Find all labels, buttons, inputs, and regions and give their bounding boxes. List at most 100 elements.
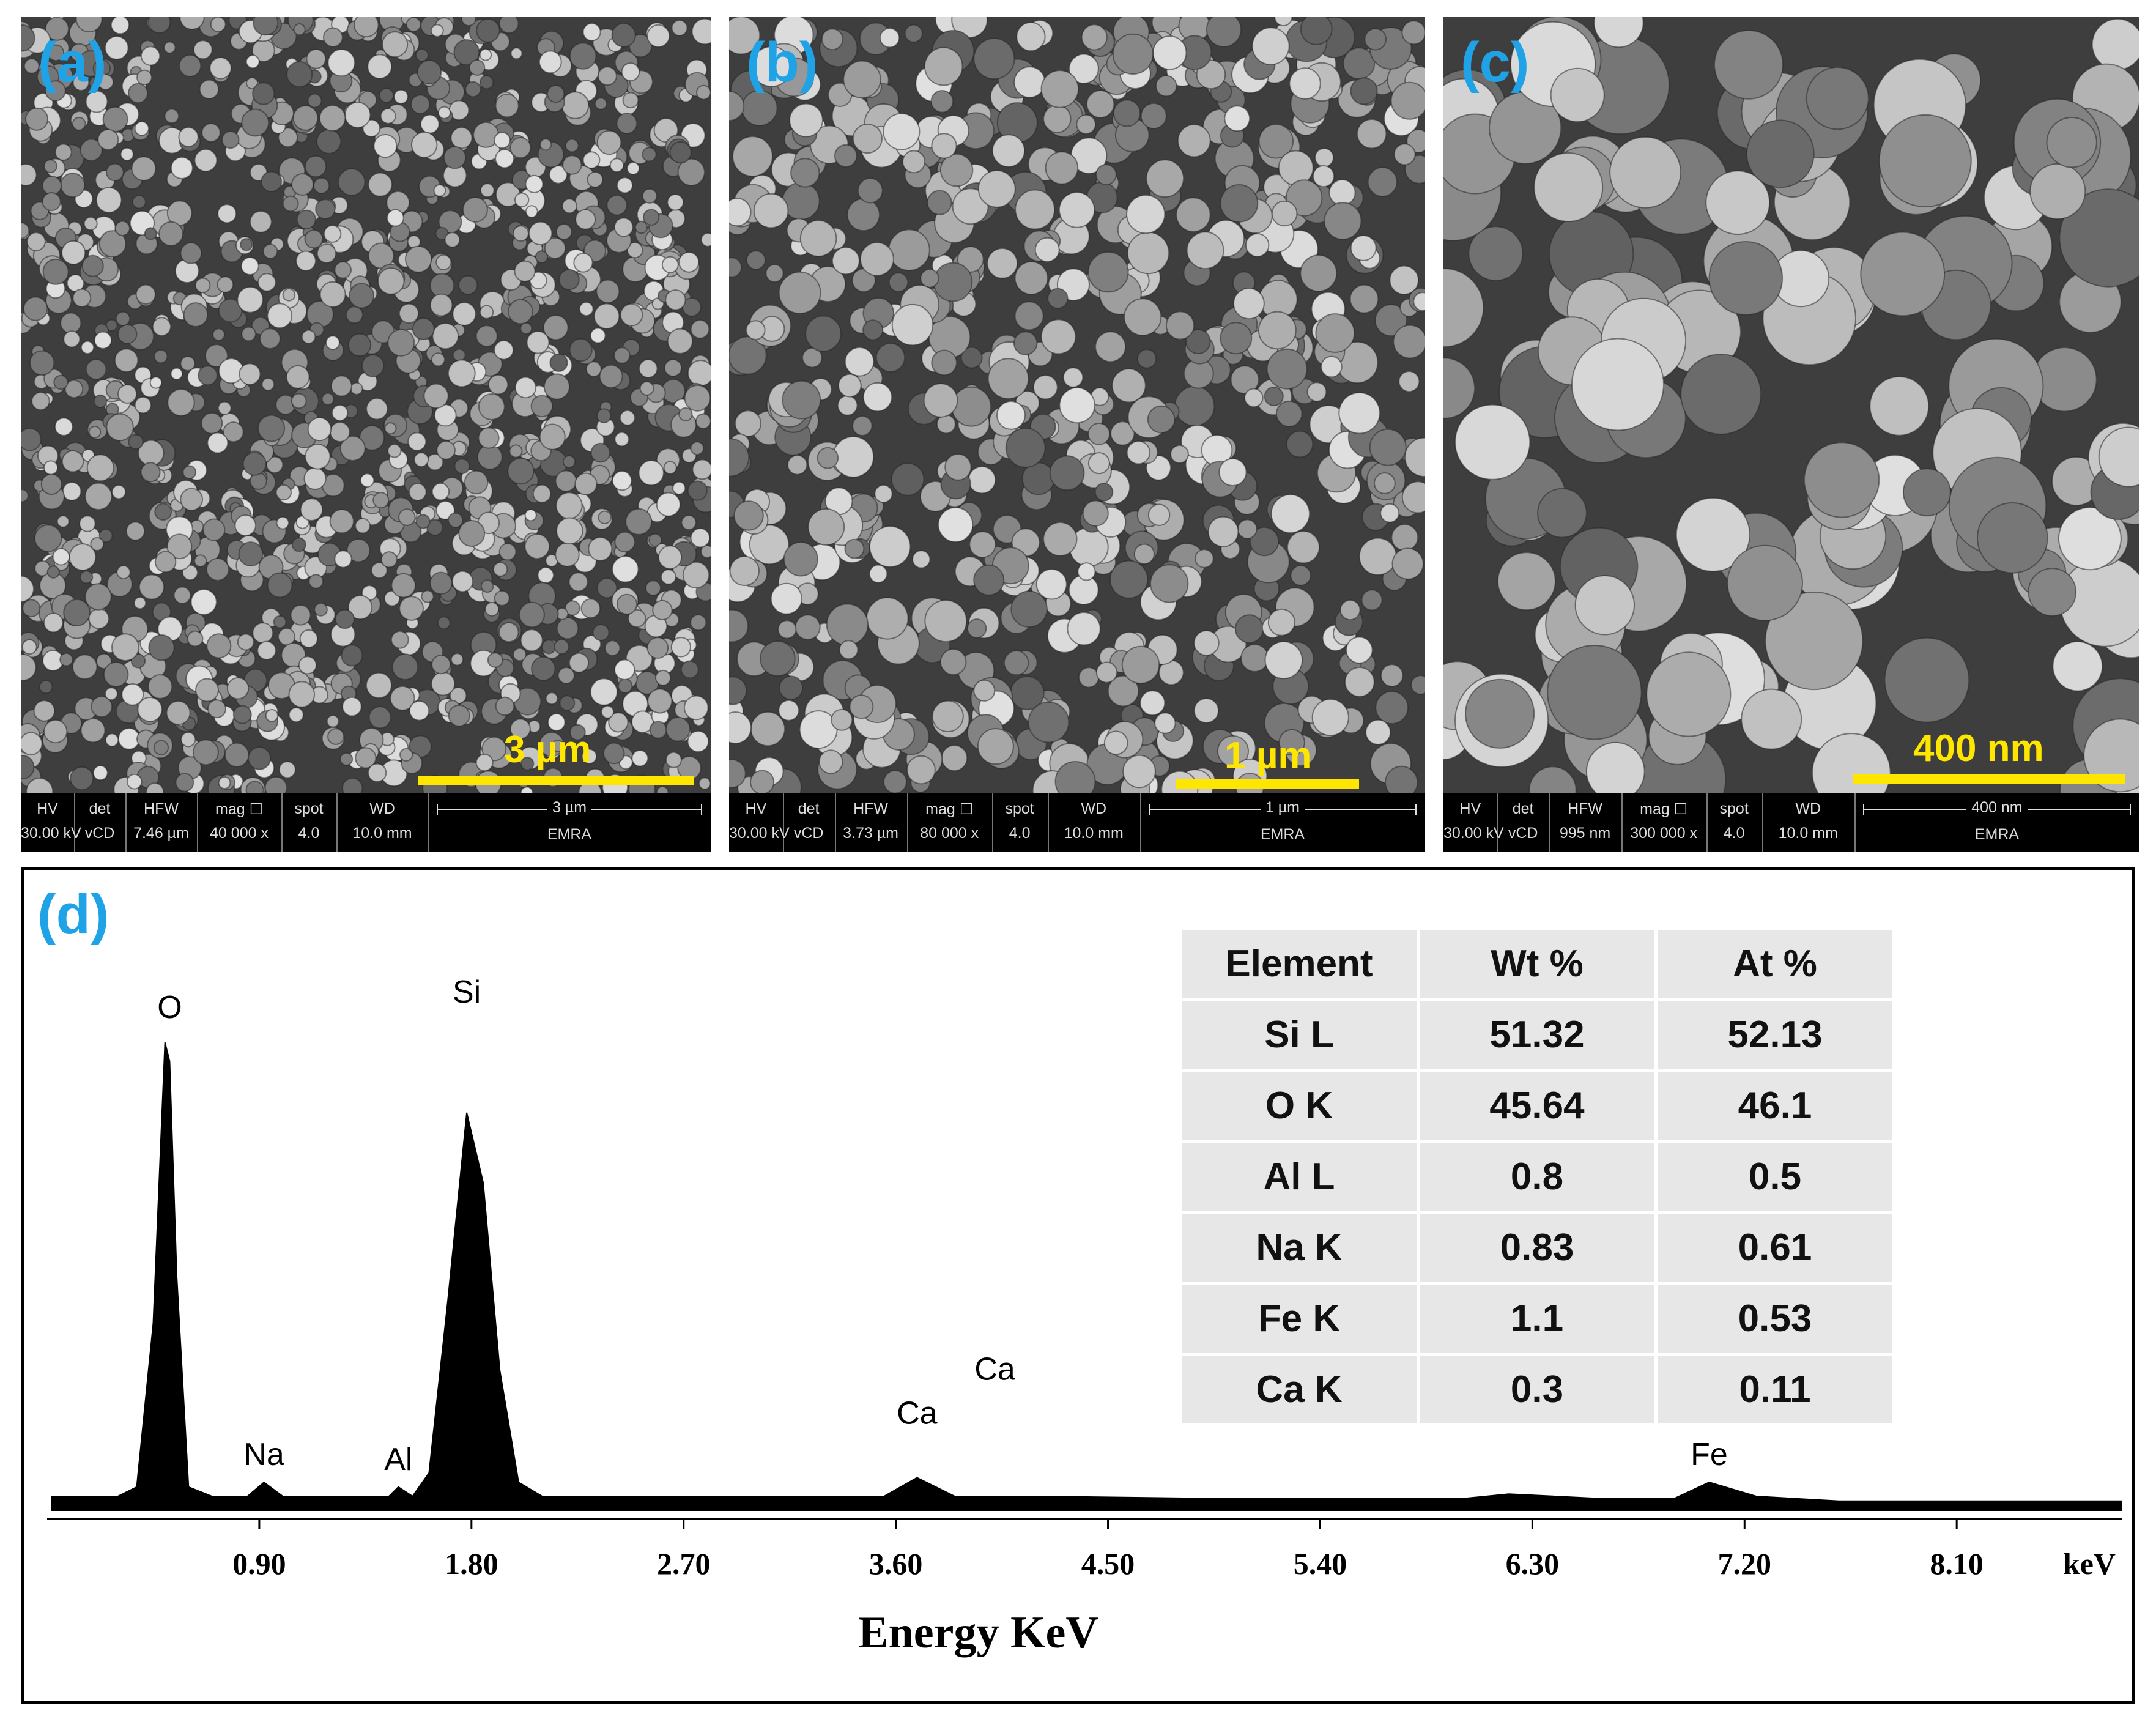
sem-panel-c: (c) 400 nm HV 30.00 kV det vCD HFW 995 nm mag … bbox=[1443, 17, 2139, 852]
databar-operator: EMRA bbox=[1260, 826, 1305, 843]
databar-field-name: WD bbox=[369, 800, 395, 817]
table-header-row: Element Wt % At % bbox=[1179, 927, 1895, 1001]
panel-label-b: (b) bbox=[746, 31, 818, 94]
databar-field-name: mag ☐ bbox=[925, 801, 974, 818]
databar-field-name: mag ☐ bbox=[1640, 801, 1688, 818]
databar-field-name: HFW bbox=[1568, 800, 1602, 817]
x-tick-label: 5.40 bbox=[1294, 1546, 1347, 1581]
x-tick-label: 0.90 bbox=[232, 1546, 286, 1581]
databar-field-value: 4.0 bbox=[1723, 825, 1745, 842]
table-cell: 0.61 bbox=[1654, 1211, 1895, 1285]
databar-field-name: WD bbox=[1795, 800, 1821, 817]
databar-field: HV 30.00 kV bbox=[729, 793, 790, 852]
databar-field-name: mag ☐ bbox=[215, 801, 263, 818]
databar-field-name: spot bbox=[1719, 800, 1749, 817]
databar-field: WD 10.0 mm bbox=[1048, 793, 1141, 852]
databar-field-value: 30.00 kV bbox=[729, 825, 790, 842]
databar-field-name: HV bbox=[37, 800, 58, 817]
table-cell: Ca K bbox=[1179, 1353, 1420, 1427]
databar-field-value: 10.0 mm bbox=[1778, 825, 1838, 842]
table-cell: 0.3 bbox=[1417, 1353, 1658, 1427]
databar-field-value: 4.0 bbox=[298, 825, 320, 842]
databar-field: spot 4.0 bbox=[992, 793, 1049, 852]
databar-field: mag ☐ 300 000 x bbox=[1621, 793, 1708, 852]
table-row: Fe K 1.1 0.53 bbox=[1179, 1282, 1895, 1356]
databar-field-value: 300 000 x bbox=[1630, 825, 1698, 842]
table-cell: 46.1 bbox=[1654, 1069, 1895, 1143]
peak-label: Si bbox=[453, 974, 481, 1010]
databar-operator: EMRA bbox=[547, 826, 592, 843]
peak-label: O bbox=[157, 990, 182, 1025]
scale-bar-label-c: 400 nm bbox=[1913, 727, 2044, 770]
databar-a: HV 30.00 kV det vCD HFW 7.46 µm mag ☐ 40 000 x s… bbox=[21, 793, 711, 852]
peak-label: Al bbox=[384, 1442, 412, 1477]
databar-field-value: vCD bbox=[84, 825, 115, 842]
table-cell: 1.1 bbox=[1417, 1282, 1658, 1356]
databar-field-value: 40 000 x bbox=[210, 825, 269, 842]
table-row: Na K 0.83 0.61 bbox=[1179, 1211, 1895, 1285]
databar-field: HFW 995 nm bbox=[1549, 793, 1623, 852]
eds-composition-table: Element Wt % At % Si L 51.32 52.13 O K 45.64 46.… bbox=[1179, 927, 1895, 1427]
peak-label: Ca bbox=[974, 1351, 1015, 1387]
sem-micrograph-a bbox=[21, 17, 711, 793]
databar-field: HFW 7.46 µm bbox=[125, 793, 198, 852]
x-axis-title: Energy KeV bbox=[858, 1608, 1098, 1658]
databar-scale: 1 µm EMRA bbox=[1140, 793, 1425, 852]
databar-field-value: vCD bbox=[793, 825, 824, 842]
peak-label: Fe bbox=[1691, 1437, 1728, 1472]
databar-field-value: vCD bbox=[1508, 825, 1538, 842]
x-tick-label: 4.50 bbox=[1081, 1546, 1135, 1581]
x-unit-label: keV bbox=[2063, 1546, 2116, 1581]
scale-bar-a bbox=[418, 776, 694, 785]
databar-field-value: 3.73 µm bbox=[843, 825, 898, 842]
table-cell: Al L bbox=[1179, 1140, 1420, 1214]
databar-field-value: 10.0 mm bbox=[1064, 825, 1124, 842]
table-header-cell: At % bbox=[1654, 927, 1895, 1001]
databar-b: HV 30.00 kV det vCD HFW 3.73 µm mag ☐ 80 000 x s… bbox=[729, 793, 1425, 852]
databar-field-name: det bbox=[1512, 800, 1534, 817]
sem-micrograph-c bbox=[1443, 17, 2139, 793]
x-tick-label: 8.10 bbox=[1930, 1546, 1984, 1581]
table-cell: 45.64 bbox=[1417, 1069, 1658, 1143]
databar-field: HFW 3.73 µm bbox=[835, 793, 908, 852]
x-tick-label: 2.70 bbox=[657, 1546, 711, 1581]
x-tick-label: 3.60 bbox=[869, 1546, 923, 1581]
databar-field: spot 4.0 bbox=[281, 793, 338, 852]
databar-field-value: 10.0 mm bbox=[352, 825, 412, 842]
eds-spectrum-chart: 0.90 1.80 2.70 3.60 4.50 5.40 6.30 7.20 8.10 keV E… bbox=[47, 974, 2122, 1658]
table-cell: 0.5 bbox=[1654, 1140, 1895, 1214]
databar-field-name: HFW bbox=[853, 800, 888, 817]
databar-field-name: WD bbox=[1081, 800, 1107, 817]
sem-panel-a: (a) 3 µm HV 30.00 kV det vCD HFW 7.46 µm mag ☐… bbox=[21, 17, 711, 852]
databar-field: det vCD bbox=[783, 793, 836, 852]
databar-field-value: 995 nm bbox=[1559, 825, 1611, 842]
databar-field-value: 7.46 µm bbox=[133, 825, 189, 842]
databar-c: HV 30.00 kV det vCD HFW 995 nm mag ☐ 300 000 x s… bbox=[1443, 793, 2139, 852]
databar-operator: EMRA bbox=[1974, 826, 2020, 843]
databar-field: det vCD bbox=[74, 793, 127, 852]
databar-field-value: 80 000 x bbox=[920, 825, 979, 842]
spectrum-series bbox=[51, 1042, 2122, 1511]
databar-field-value: 30.00 kV bbox=[21, 825, 81, 842]
databar-field-value: 4.0 bbox=[1009, 825, 1031, 842]
sem-micrograph-b bbox=[729, 17, 1425, 793]
table-cell: 0.8 bbox=[1417, 1140, 1658, 1214]
scale-bar-label-a: 3 µm bbox=[504, 729, 591, 771]
databar-field: HV 30.00 kV bbox=[1443, 793, 1504, 852]
eds-panel: 0.90 1.80 2.70 3.60 4.50 5.40 6.30 7.20 8.10 keV E… bbox=[21, 867, 2135, 1704]
scale-bar-b bbox=[1176, 779, 1359, 789]
x-tick-label: 1.80 bbox=[445, 1546, 498, 1581]
databar-scale-label: 400 nm bbox=[1854, 799, 2139, 817]
databar-field-name: HV bbox=[745, 800, 767, 817]
databar-field-name: det bbox=[798, 800, 820, 817]
scale-bar-c bbox=[1853, 774, 2125, 784]
x-tick-label: 7.20 bbox=[1718, 1546, 1772, 1581]
panel-label-a: (a) bbox=[38, 31, 107, 94]
table-cell: 51.32 bbox=[1417, 998, 1658, 1072]
sem-panel-b: (b) 1 µm HV 30.00 kV det vCD HFW 3.73 µm mag ☐… bbox=[729, 17, 1425, 852]
databar-field-name: spot bbox=[294, 800, 324, 817]
databar-field-name: spot bbox=[1005, 800, 1034, 817]
table-row: O K 45.64 46.1 bbox=[1179, 1069, 1895, 1143]
table-row: Al L 0.8 0.5 bbox=[1179, 1140, 1895, 1214]
databar-field-name: HFW bbox=[144, 800, 179, 817]
